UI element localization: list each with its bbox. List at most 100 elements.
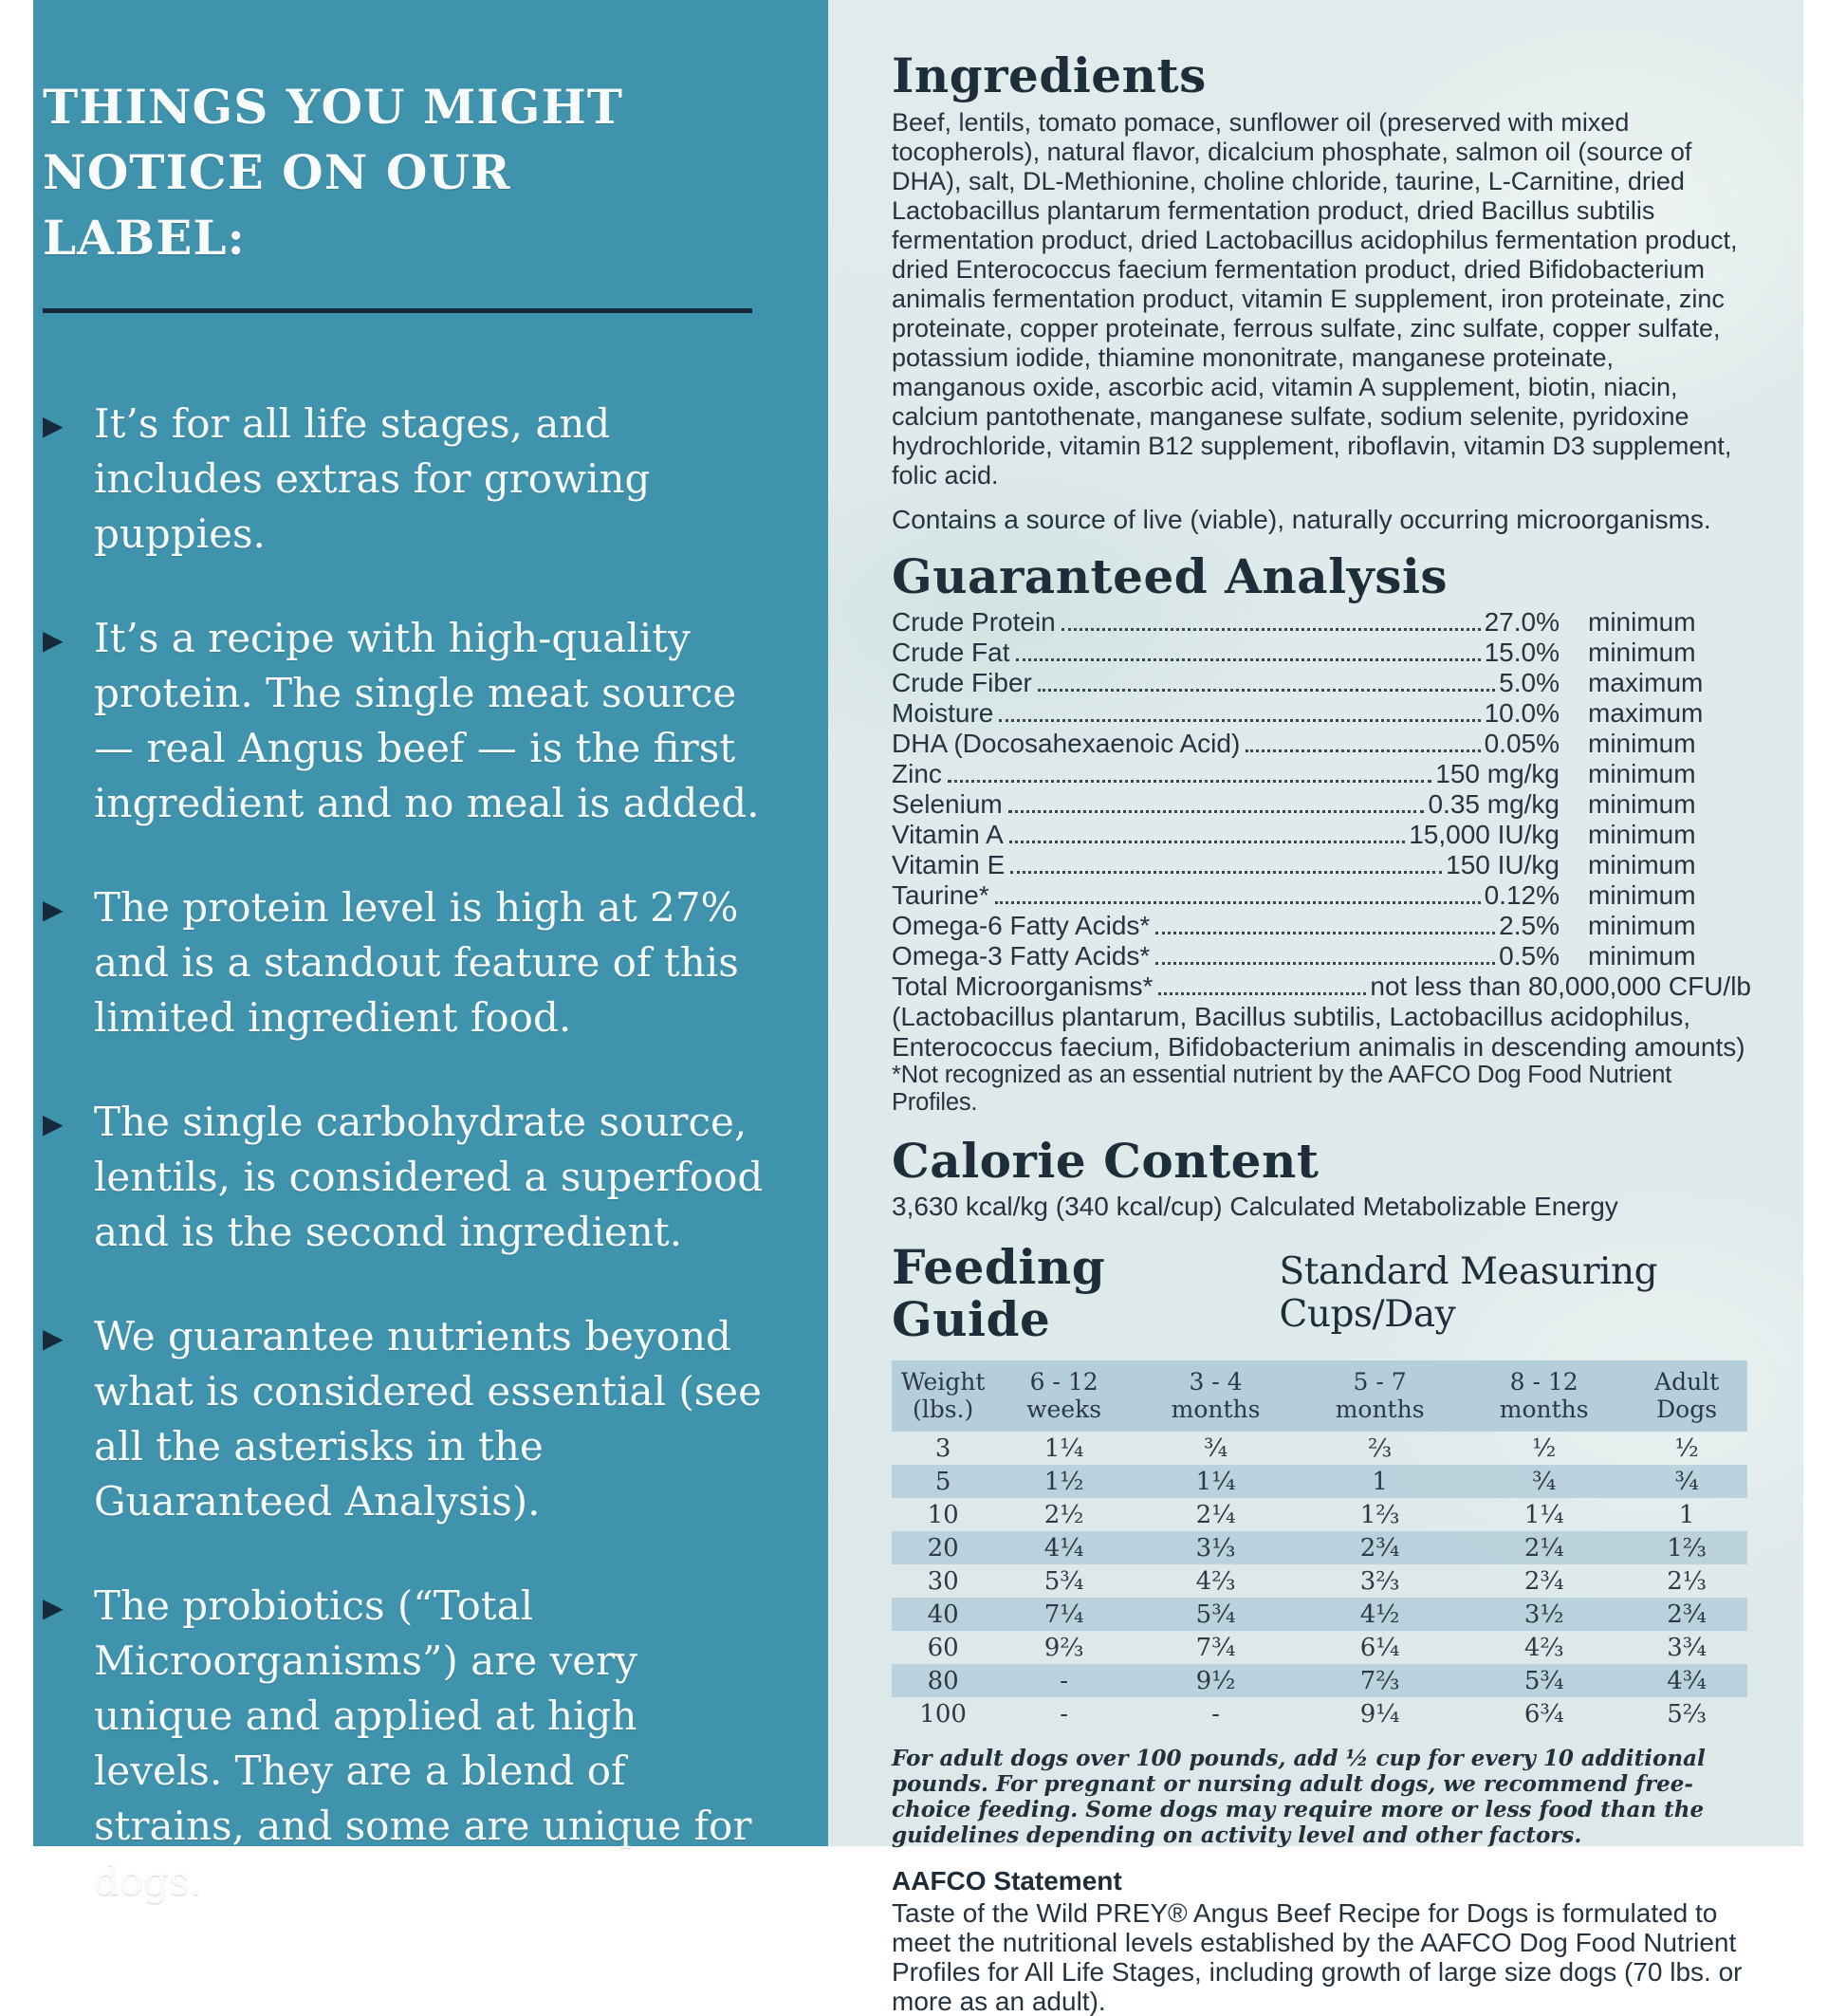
table-cell: 1 <box>1372 1467 1388 1496</box>
heading-rule <box>43 308 752 313</box>
ga-row: Crude Fiber 5.0% maximum <box>892 668 1751 698</box>
calorie-content-heading: Calorie Content <box>892 1133 1320 1189</box>
ga-value: 0.35 mg/kg <box>1428 789 1560 819</box>
ga-row: Crude Fat 15.0% minimum <box>892 638 1751 668</box>
dotted-leader <box>947 780 1432 783</box>
table-cell: 1¼ <box>1043 1433 1084 1463</box>
table-cell: 1½ <box>1043 1467 1084 1496</box>
dotted-leader <box>1246 749 1481 752</box>
column-header-line2: months <box>1171 1396 1261 1423</box>
table-cell: 20 <box>927 1533 959 1563</box>
ga-row: Vitamin E 150 IU/kg minimum <box>892 850 1751 880</box>
ga-qualifier: minimum <box>1588 789 1696 819</box>
ga-row: Moisture 10.0% maximum <box>892 698 1751 729</box>
table-cell: - <box>1211 1699 1220 1729</box>
ga-value: 0.5% <box>1499 941 1560 971</box>
list-item: ▶ It’s for all life stages, and includes … <box>43 397 790 562</box>
column-header: 5 - 7 months <box>1298 1360 1463 1432</box>
ga-value: 5.0% <box>1499 668 1560 697</box>
ga-qualifier: minimum <box>1588 880 1696 910</box>
ga-value: 0.05% <box>1484 729 1560 758</box>
label-info-panel: Ingredients Beef, lentils, tomato pomace… <box>828 0 1803 2016</box>
column-header: Adult Dogs <box>1626 1360 1747 1432</box>
list-item: ▶ The probiotics (“Total Microorganisms”)… <box>43 1579 790 1909</box>
table-cell: 5¾ <box>1195 1600 1236 1629</box>
table-cell: 5¾ <box>1523 1666 1564 1695</box>
ga-row: DHA (Docosahexaenoic Acid) 0.05% minimum <box>892 729 1751 759</box>
ga-row: Omega-3 Fatty Acids* 0.5% minimum <box>892 941 1751 971</box>
feeding-guide-footnote: For adult dogs over 100 pounds, add ½ cu… <box>892 1746 1706 1848</box>
ga-row: Crude Protein 27.0% minimum <box>892 607 1751 638</box>
bullet-arrow-icon: ▶ <box>43 1322 64 1354</box>
dotted-leader <box>1037 689 1496 692</box>
table-cell: 3⅔ <box>1359 1566 1400 1596</box>
feeding-table-body: 3 1¼ ¾ ⅔ ½ ½ 5 1½ 1¼ 1 ¾ ¾ 10 2½ 2¼ 1⅔ 1¼ 1 20 4¼ 3⅓ 2¾ 2¼ 1⅔ 30… <box>892 1432 1747 1730</box>
table-cell: 3½ <box>1523 1600 1564 1629</box>
notice-text: We guarantee nutrients beyond what is co… <box>94 1313 763 1525</box>
table-cell: ¾ <box>1674 1467 1699 1496</box>
bullet-arrow-icon: ▶ <box>43 1592 64 1623</box>
table-cell: 4¾ <box>1667 1666 1707 1695</box>
ga-qualifier: minimum <box>1588 759 1696 788</box>
table-row: 5 1½ 1¼ 1 ¾ ¾ <box>892 1465 1747 1498</box>
ga-label: Zinc <box>892 759 942 788</box>
table-cell: 7¾ <box>1195 1633 1236 1662</box>
dotted-leader <box>1155 962 1496 965</box>
table-row: 30 5¾ 4⅔ 3⅔ 2¾ 2⅓ <box>892 1564 1747 1598</box>
ga-label: Crude Protein <box>892 607 1056 637</box>
table-cell: 2½ <box>1043 1500 1084 1529</box>
table-cell: ¾ <box>1532 1467 1557 1496</box>
dotted-leader <box>1155 932 1496 934</box>
ga-value: 0.12% <box>1484 880 1560 910</box>
aafco-text: Taste of the Wild PREY® Angus Beef Recip… <box>892 1898 1743 2016</box>
ga-value: 150 IU/kg <box>1446 850 1560 879</box>
table-cell: 1¼ <box>1195 1467 1236 1496</box>
ga-value: 2.5% <box>1499 911 1560 940</box>
column-header-line1: Adult <box>1654 1368 1720 1396</box>
table-cell: - <box>1060 1699 1069 1729</box>
ga-row: Zinc 150 mg/kg minimum <box>892 759 1751 789</box>
bullet-arrow-icon: ▶ <box>43 410 64 441</box>
dotted-leader <box>1061 628 1481 631</box>
table-cell: 9½ <box>1195 1666 1236 1695</box>
notice-text: It’s for all life stages, and includes e… <box>94 400 651 557</box>
column-header: 3 - 4 months <box>1134 1360 1299 1432</box>
ingredients-heading: Ingredients <box>892 47 1207 103</box>
ga-label: Vitamin A <box>892 820 1004 849</box>
feeding-guide-heading: Feeding Guide <box>892 1239 1106 1347</box>
ga-value: 27.0% <box>1484 607 1560 637</box>
ga-qualifier: maximum <box>1588 668 1704 697</box>
ga-label: Moisture <box>892 698 994 728</box>
ga-label: DHA (Docosahexaenoic Acid) <box>892 729 1241 758</box>
table-cell: 2¼ <box>1195 1500 1236 1529</box>
table-cell: - <box>1060 1666 1069 1695</box>
list-item: ▶ It’s a recipe with high-quality protein… <box>43 611 790 831</box>
bullet-arrow-icon: ▶ <box>43 1108 64 1139</box>
notice-text: It’s a recipe with high-quality protein.… <box>94 615 760 826</box>
table-cell: ½ <box>1532 1433 1557 1463</box>
table-cell: 4⅔ <box>1523 1633 1564 1662</box>
ga-label: Omega-3 Fatty Acids* <box>892 941 1151 971</box>
table-row: 60 9⅔ 7¾ 6¼ 4⅔ 3¾ <box>892 1631 1747 1664</box>
ga-qualifier: minimum <box>1588 911 1696 940</box>
ga-row: Vitamin A 15,000 IU/kg minimum <box>892 820 1751 850</box>
guaranteed-analysis-rows: Crude Protein 27.0% minimum Crude Fat 15.0% m… <box>892 607 1751 1002</box>
table-cell: 6¾ <box>1523 1699 1564 1729</box>
ga-label: Taurine* <box>892 880 989 910</box>
table-cell: 80 <box>927 1666 959 1695</box>
table-cell: 4½ <box>1359 1600 1400 1629</box>
table-cell: 3⅓ <box>1195 1533 1236 1563</box>
column-header-line2: Dogs <box>1656 1396 1718 1423</box>
table-cell: ⅔ <box>1368 1433 1393 1463</box>
calorie-content-text: 3,630 kcal/kg (340 kcal/cup) Calculated … <box>892 1192 1618 1221</box>
table-cell: 1¼ <box>1523 1500 1564 1529</box>
column-header-line1: 8 - 12 <box>1509 1368 1578 1396</box>
feeding-guide-header-row: Feeding Guide Standard Measuring Cups/Da… <box>892 1241 1751 1345</box>
dotted-leader <box>999 719 1481 722</box>
table-cell: 9¼ <box>1359 1699 1400 1729</box>
ga-value: 15.0% <box>1484 638 1560 667</box>
table-cell: 2⅓ <box>1667 1566 1707 1596</box>
notice-text: The single carbohydrate source, lentils,… <box>94 1099 764 1255</box>
